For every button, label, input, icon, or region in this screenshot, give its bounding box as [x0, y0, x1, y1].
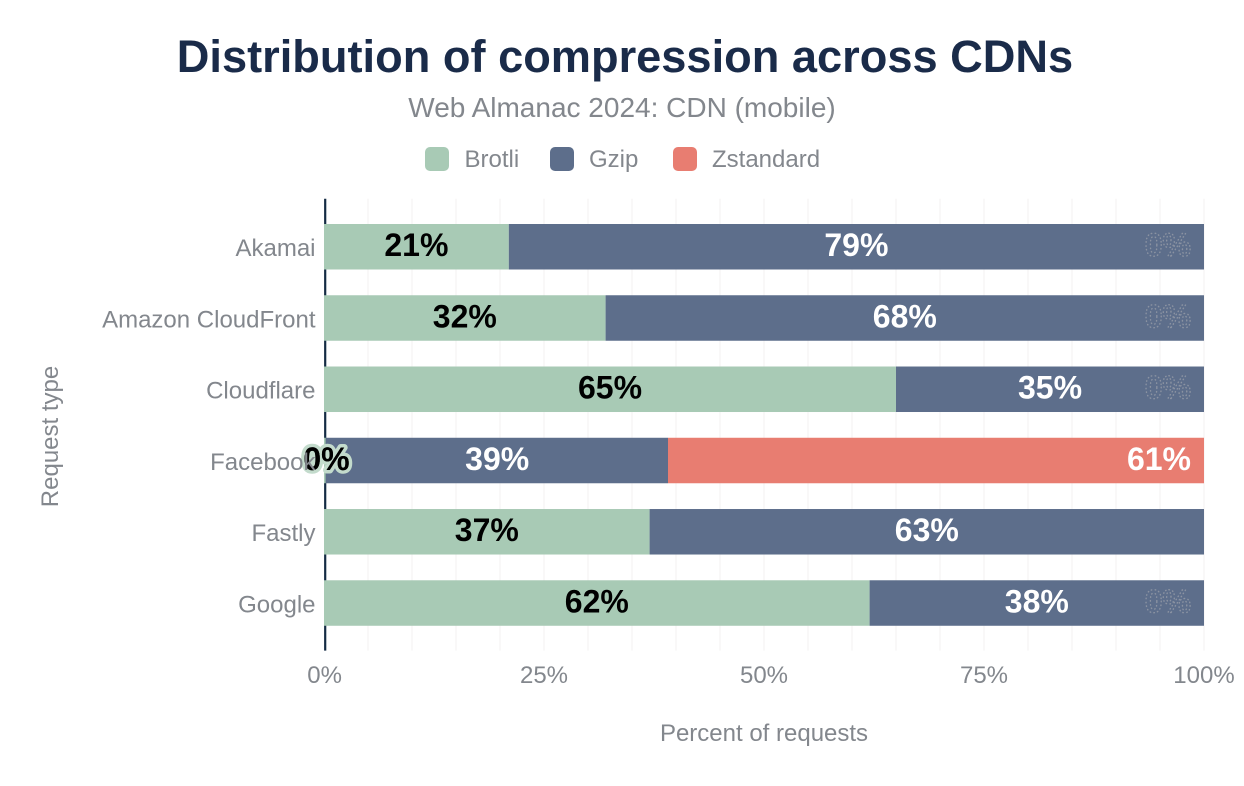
svg-text:50%: 50% — [740, 662, 788, 689]
svg-text:39%: 39% — [465, 441, 529, 477]
svg-text:25%: 25% — [520, 662, 568, 689]
svg-text:75%: 75% — [960, 662, 1008, 689]
svg-text:0%: 0% — [307, 662, 342, 689]
svg-text:37%: 37% — [455, 512, 519, 548]
svg-text:100%: 100% — [1173, 662, 1234, 689]
svg-text:Brotli: Brotli — [465, 146, 520, 173]
svg-text:35%: 35% — [1018, 370, 1082, 406]
svg-text:Google: Google — [238, 591, 315, 618]
svg-text:62%: 62% — [565, 583, 629, 619]
svg-text:68%: 68% — [873, 298, 937, 334]
svg-text:0%: 0% — [1145, 370, 1191, 406]
svg-text:Request type: Request type — [37, 366, 64, 507]
svg-text:Zstandard: Zstandard — [712, 146, 820, 173]
svg-text:Facebook: Facebook — [210, 449, 316, 476]
svg-text:21%: 21% — [384, 227, 448, 263]
svg-text:32%: 32% — [433, 298, 497, 334]
svg-text:63%: 63% — [895, 512, 959, 548]
svg-text:Fastly: Fastly — [251, 520, 315, 547]
svg-text:Cloudflare: Cloudflare — [206, 378, 315, 405]
svg-text:61%: 61% — [1127, 441, 1191, 477]
svg-text:38%: 38% — [1005, 583, 1069, 619]
svg-text:79%: 79% — [824, 227, 888, 263]
svg-text:Percent of requests: Percent of requests — [660, 720, 868, 747]
svg-text:Web Almanac 2024: CDN (mobile): Web Almanac 2024: CDN (mobile) — [408, 92, 835, 123]
svg-text:Akamai: Akamai — [235, 235, 315, 262]
svg-text:0%: 0% — [303, 441, 349, 477]
svg-text:0%: 0% — [303, 441, 349, 477]
svg-text:65%: 65% — [578, 370, 642, 406]
svg-text:0%: 0% — [1145, 227, 1191, 263]
svg-text:0%: 0% — [1145, 298, 1191, 334]
svg-text:Gzip: Gzip — [589, 146, 638, 173]
svg-text:0%: 0% — [1145, 583, 1191, 619]
svg-text:Amazon CloudFront: Amazon CloudFront — [102, 306, 316, 333]
svg-text:Distribution of compression ac: Distribution of compression across CDNs — [177, 31, 1073, 82]
